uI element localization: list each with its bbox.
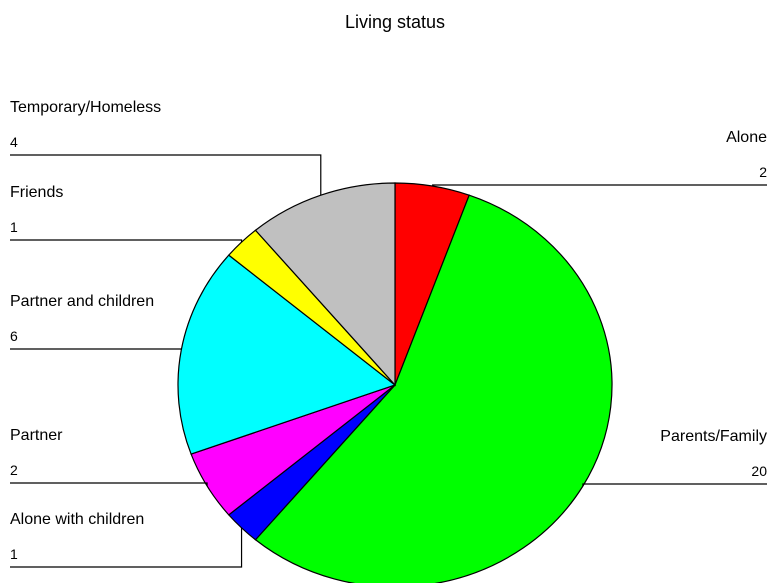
leader-line [10,482,208,486]
slice-label: Partner [10,427,63,444]
slice-value: 2 [759,164,767,180]
slice-value: 1 [10,546,18,562]
slice-value: 2 [10,462,18,478]
leader-line [10,154,322,196]
slice-value: 6 [10,328,18,344]
slice-label: Partner and children [10,293,154,310]
pie-slice [254,182,396,387]
slice-value: 4 [10,134,18,150]
slice-label: Parents/Family [660,428,767,445]
leader-line [10,348,182,350]
chart-title: Living status [345,12,445,32]
slice-label: Friends [10,184,63,201]
pie-slice [177,254,397,455]
leader-line [582,483,767,486]
slice-value: 1 [10,219,18,235]
slice-value: 20 [751,463,767,479]
leader-line [432,184,767,187]
slice-label: Alone with children [10,511,144,528]
leader-line [10,527,243,568]
slice-label: Alone [726,129,767,146]
slice-label: Temporary/Homeless [10,99,161,116]
leader-line [10,239,243,243]
